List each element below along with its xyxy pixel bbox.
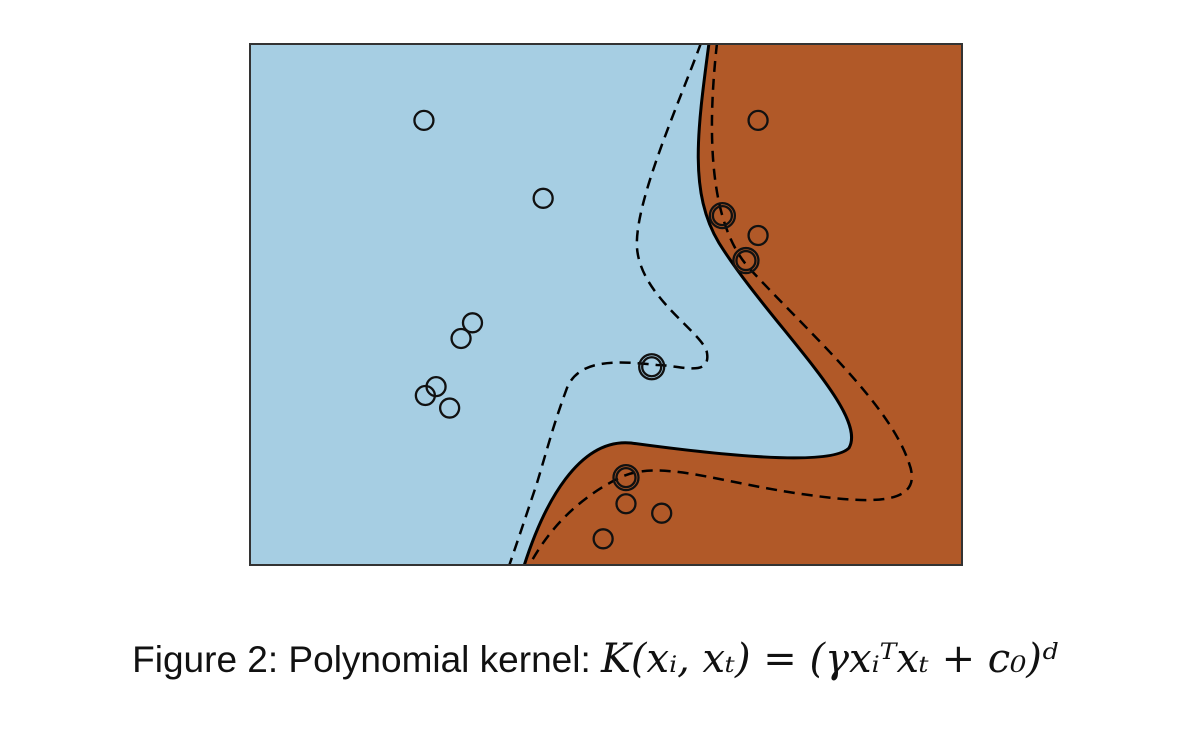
data-point-class-b	[735, 249, 757, 272]
decision-boundary-plot	[249, 43, 963, 566]
data-point-class-a	[450, 327, 472, 350]
data-point-class-a	[532, 187, 554, 209]
data-point-class-b	[592, 528, 614, 550]
support-vector-ring	[612, 463, 640, 492]
support-vector-ring	[708, 201, 737, 230]
margin-line-right	[527, 43, 914, 566]
support-vector-ring	[732, 246, 760, 275]
data-point-class-a	[461, 312, 484, 334]
support-vector-ring	[638, 353, 666, 381]
data-point-class-a	[438, 397, 461, 419]
data-point-class-b	[615, 493, 637, 515]
plot-svg	[249, 43, 963, 566]
data-point-class-a	[414, 384, 437, 407]
data-points	[413, 109, 769, 550]
caption-label: Figure 2: Polynomial kernel:	[132, 639, 602, 680]
plot-frame	[249, 43, 963, 566]
decision-boundary-line	[522, 43, 853, 566]
data-point-class-a	[413, 109, 435, 132]
margin-line-left	[507, 43, 709, 566]
data-point-class-b	[615, 466, 637, 489]
data-point-class-a	[641, 356, 663, 378]
data-point-class-b	[651, 502, 673, 524]
region-class-b	[524, 43, 963, 566]
data-point-class-b	[747, 224, 769, 247]
data-point-class-b	[711, 204, 734, 227]
kernel-formula: K(xᵢ, xₜ) = (γxᵢᵀxₜ + c₀)ᵈ	[601, 636, 1058, 682]
figure-caption: Figure 2: Polynomial kernel: K(xᵢ, xₜ) =…	[0, 636, 1190, 682]
data-point-class-b	[747, 109, 769, 132]
